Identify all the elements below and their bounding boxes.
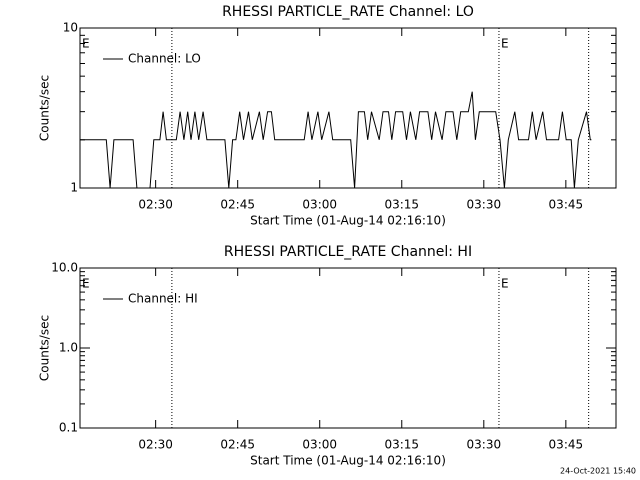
x-tick-label: 03:45 — [549, 438, 584, 452]
annotation: E — [82, 277, 90, 291]
x-tick-label: 02:30 — [138, 438, 173, 452]
chart-title: RHESSI PARTICLE_RATE Channel: HI — [224, 244, 472, 260]
x-tick-label: 02:45 — [220, 198, 255, 212]
legend-label: Channel: LO — [128, 52, 201, 66]
x-axis-label: Start Time (01-Aug-14 02:16:10) — [250, 214, 446, 228]
x-tick-label: 03:45 — [549, 198, 584, 212]
chart-title: RHESSI PARTICLE_RATE Channel: LO — [222, 4, 474, 20]
x-axis-label: Start Time (01-Aug-14 02:16:10) — [250, 454, 446, 468]
x-tick-label: 03:15 — [384, 198, 419, 212]
x-tick-label: 03:15 — [384, 438, 419, 452]
y-tick-label: 0.1 — [59, 421, 78, 435]
x-tick-label: 03:00 — [302, 438, 337, 452]
y-axis-label: Counts/sec — [38, 315, 52, 381]
y-tick-label: 1 — [70, 181, 78, 195]
plot-frame — [79, 27, 617, 189]
x-tick-label: 02:30 — [138, 198, 173, 212]
y-tick-label: 10 — [63, 21, 78, 35]
series-line — [80, 91, 592, 189]
annotation: E — [82, 37, 90, 51]
y-axis-label: Counts/sec — [38, 75, 52, 141]
y-tick-label: 1.0 — [59, 341, 78, 355]
y-tick-label: 10.0 — [51, 261, 78, 275]
annotation: E — [501, 277, 509, 291]
x-tick-label: 03:30 — [467, 198, 502, 212]
x-tick-label: 03:30 — [467, 438, 502, 452]
x-tick-label: 03:00 — [302, 198, 337, 212]
legend-label: Channel: HI — [128, 292, 198, 306]
annotation: E — [501, 37, 509, 51]
footer: 24-Oct-2021 15:40 — [560, 467, 636, 476]
x-tick-label: 02:45 — [220, 438, 255, 452]
